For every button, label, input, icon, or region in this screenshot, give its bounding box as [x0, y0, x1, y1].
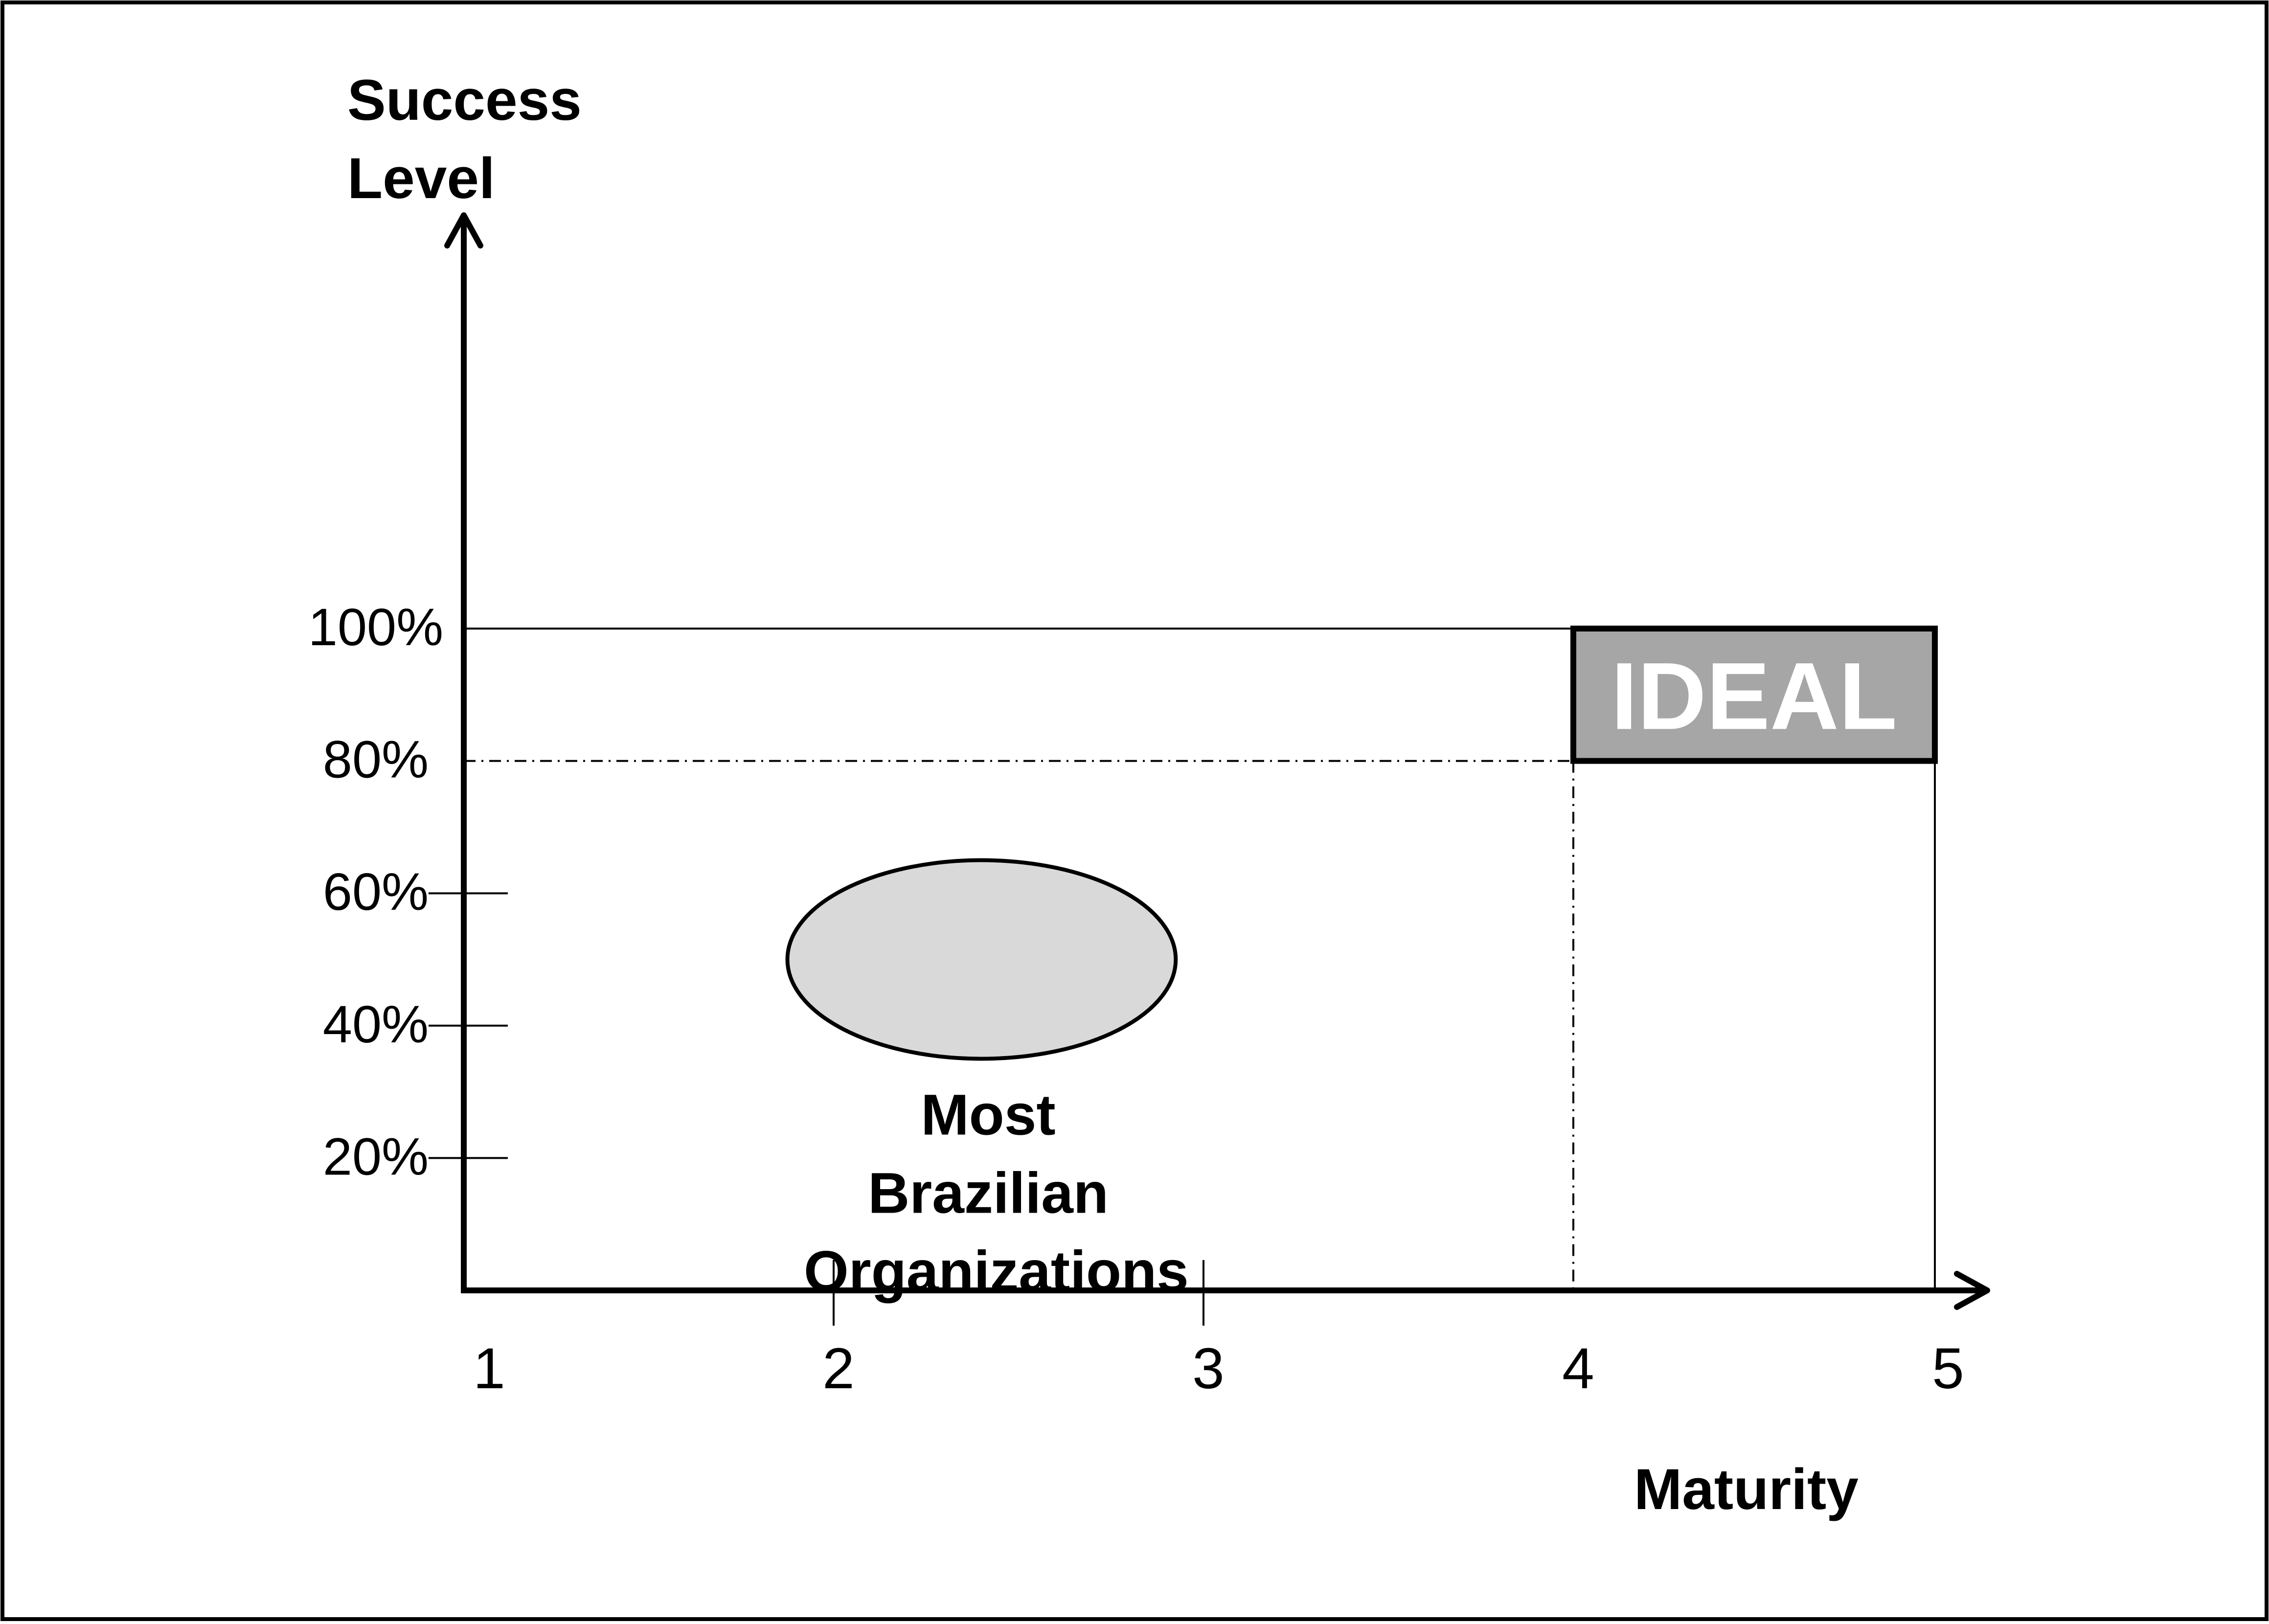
y-axis-title: Success Level [347, 68, 598, 211]
x-axis-ticks: 1 2 3 4 5 [473, 1260, 1964, 1401]
y-tick-label: 60% [323, 862, 429, 921]
y-tick-label: 80% [323, 730, 429, 789]
ideal-label: IDEAL [1611, 643, 1897, 749]
y-tick-label: 20% [323, 1127, 429, 1186]
cluster-label-line: Organizations [804, 1239, 1189, 1304]
x-tick-label: 2 [822, 1336, 855, 1401]
y-axis-title-line: Success [347, 68, 582, 133]
brazilian-organizations-cluster [785, 858, 1178, 1061]
x-tick-label: 4 [1562, 1336, 1594, 1401]
cluster-label: Most Brazilian Organizations [804, 1083, 1189, 1304]
cluster-label-line: Most [921, 1083, 1055, 1147]
y-axis-title-line: Level [347, 146, 495, 211]
y-axis-arrowhead [444, 212, 483, 248]
y-tick-label: 100% [308, 597, 443, 656]
ideal-region [1570, 626, 1938, 764]
y-axis-ticks: 100% 80% 60% 40% 20% [308, 597, 508, 1186]
x-axis-title: Maturity [1634, 1457, 1859, 1522]
y-tick-label: 40% [323, 994, 429, 1054]
x-axis-arrowhead [1954, 1271, 1990, 1310]
cluster-label-line: Brazilian [868, 1161, 1109, 1225]
x-tick-label: 1 [473, 1336, 505, 1401]
x-tick-label: 3 [1192, 1336, 1225, 1401]
x-tick-label: 5 [1932, 1336, 1964, 1401]
